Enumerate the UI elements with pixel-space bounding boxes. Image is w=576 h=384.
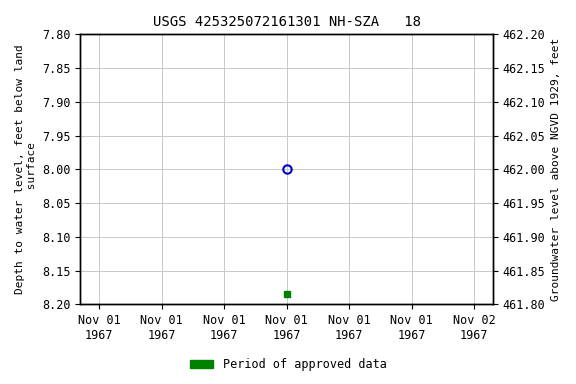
- Y-axis label: Groundwater level above NGVD 1929, feet: Groundwater level above NGVD 1929, feet: [551, 38, 561, 301]
- Legend: Period of approved data: Period of approved data: [185, 354, 391, 376]
- Title: USGS 425325072161301 NH-SZA   18: USGS 425325072161301 NH-SZA 18: [153, 15, 420, 29]
- Y-axis label: Depth to water level, feet below land
 surface: Depth to water level, feet below land su…: [15, 45, 37, 294]
